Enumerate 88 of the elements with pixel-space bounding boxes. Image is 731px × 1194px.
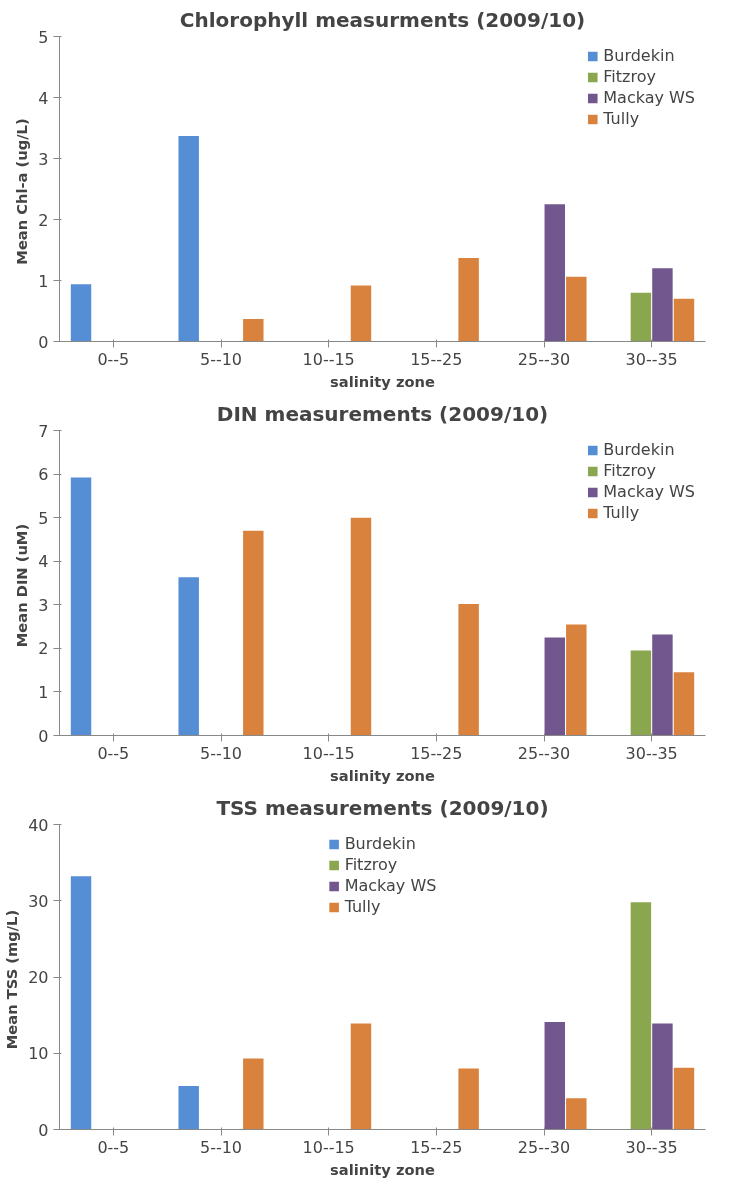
legend-label: Fitzroy [603,67,656,86]
bar [673,1067,695,1130]
y-tick-label: 5 [38,27,49,47]
y-tick-label: 10 [28,1044,49,1064]
legend-label: Tully [603,109,640,128]
bar [243,1058,264,1130]
bar [178,577,199,736]
bar [458,603,479,736]
y-tick-label: 3 [38,149,49,169]
legend-label: Burdekin [344,834,416,853]
y-axis-title: Mean DIN (uM) [13,523,31,648]
bar [70,284,92,342]
y-tick-label: 1 [38,682,49,702]
bar [178,135,199,342]
y-tick-label: 5 [38,508,49,528]
x-tick-label: 0--5 [97,743,130,763]
x-tick-label: 15--25 [410,743,463,763]
y-tick-label: 4 [38,552,49,572]
y-tick-label: 0 [38,1120,49,1140]
y-axis-title: Mean Chl-a (ug/L) [13,118,31,265]
bar [178,1086,199,1130]
y-tick-label: 6 [38,465,49,485]
bar [673,672,695,736]
bar [458,1068,479,1130]
bar [458,257,479,342]
bar [652,268,673,342]
x-tick-label: 10--15 [302,743,355,763]
bar [350,517,372,736]
bar [350,1023,372,1130]
y-tick-label: 7 [38,421,49,441]
x-tick-label: 0--5 [97,1137,130,1157]
x-axis-title: salinity zone [330,766,435,784]
bar [243,318,264,342]
y-tick-label: 40 [28,815,49,835]
x-tick-label: 30--35 [625,743,678,763]
x-tick-label: 5--10 [199,1137,243,1157]
bar [70,876,92,1130]
y-tick-label: 0 [38,726,49,746]
bar [243,530,264,736]
y-tick-label: 3 [38,595,49,615]
legend-label: Fitzroy [344,855,398,874]
chart-title: TSS measurements (2009/10) [216,795,549,820]
bar [630,902,652,1130]
x-tick-label: 15--25 [410,349,463,369]
bar [566,1098,587,1130]
legend-label: Tully [603,503,640,522]
x-tick-label: 25--30 [517,743,571,763]
x-tick-label: 10--15 [302,1137,355,1157]
bar [566,624,587,736]
y-tick-label: 30 [28,891,49,911]
legend-label: Burdekin [603,440,675,459]
y-tick-label: 2 [38,639,49,659]
x-axis-title: salinity zone [330,1160,435,1178]
x-tick-label: 25--30 [517,349,571,369]
y-tick-label: 20 [28,968,49,987]
chart-title: DIN measurements (2009/10) [216,401,549,426]
bar [652,1023,673,1130]
chart-title: Chlorophyll measurments (2009/10) [179,7,586,32]
bar [652,634,673,736]
y-tick-label: 2 [38,210,49,230]
bar [350,285,372,342]
legend-label: Mackay WS [603,482,695,501]
y-tick-label: 0 [38,332,49,352]
bar [673,298,695,342]
x-tick-label: 15--25 [410,1137,463,1157]
x-tick-label: 10--15 [302,349,355,369]
legend-label: Tully [344,897,381,916]
bar [544,1021,565,1130]
y-tick-label: 1 [38,271,49,291]
legend-label: Mackay WS [344,876,437,895]
y-tick-label: 4 [38,88,49,108]
bar [544,637,565,736]
bar [566,276,587,342]
x-axis-title: salinity zone [330,372,435,390]
x-tick-label: 30--35 [625,1137,678,1157]
bar [544,204,565,342]
x-tick-label: 25--30 [517,1137,571,1157]
x-tick-label: 5--10 [199,743,243,763]
bar [70,477,92,736]
x-tick-label: 0--5 [97,349,130,369]
bar [630,292,652,342]
x-tick-label: 5--10 [199,349,243,369]
y-axis-title: Mean TSS (mg/L) [3,909,21,1050]
legend-label: Fitzroy [603,461,656,480]
legend-label: Burdekin [603,46,675,65]
legend-label: Mackay WS [603,88,695,107]
bar [630,650,652,736]
x-tick-label: 30--35 [625,349,678,369]
